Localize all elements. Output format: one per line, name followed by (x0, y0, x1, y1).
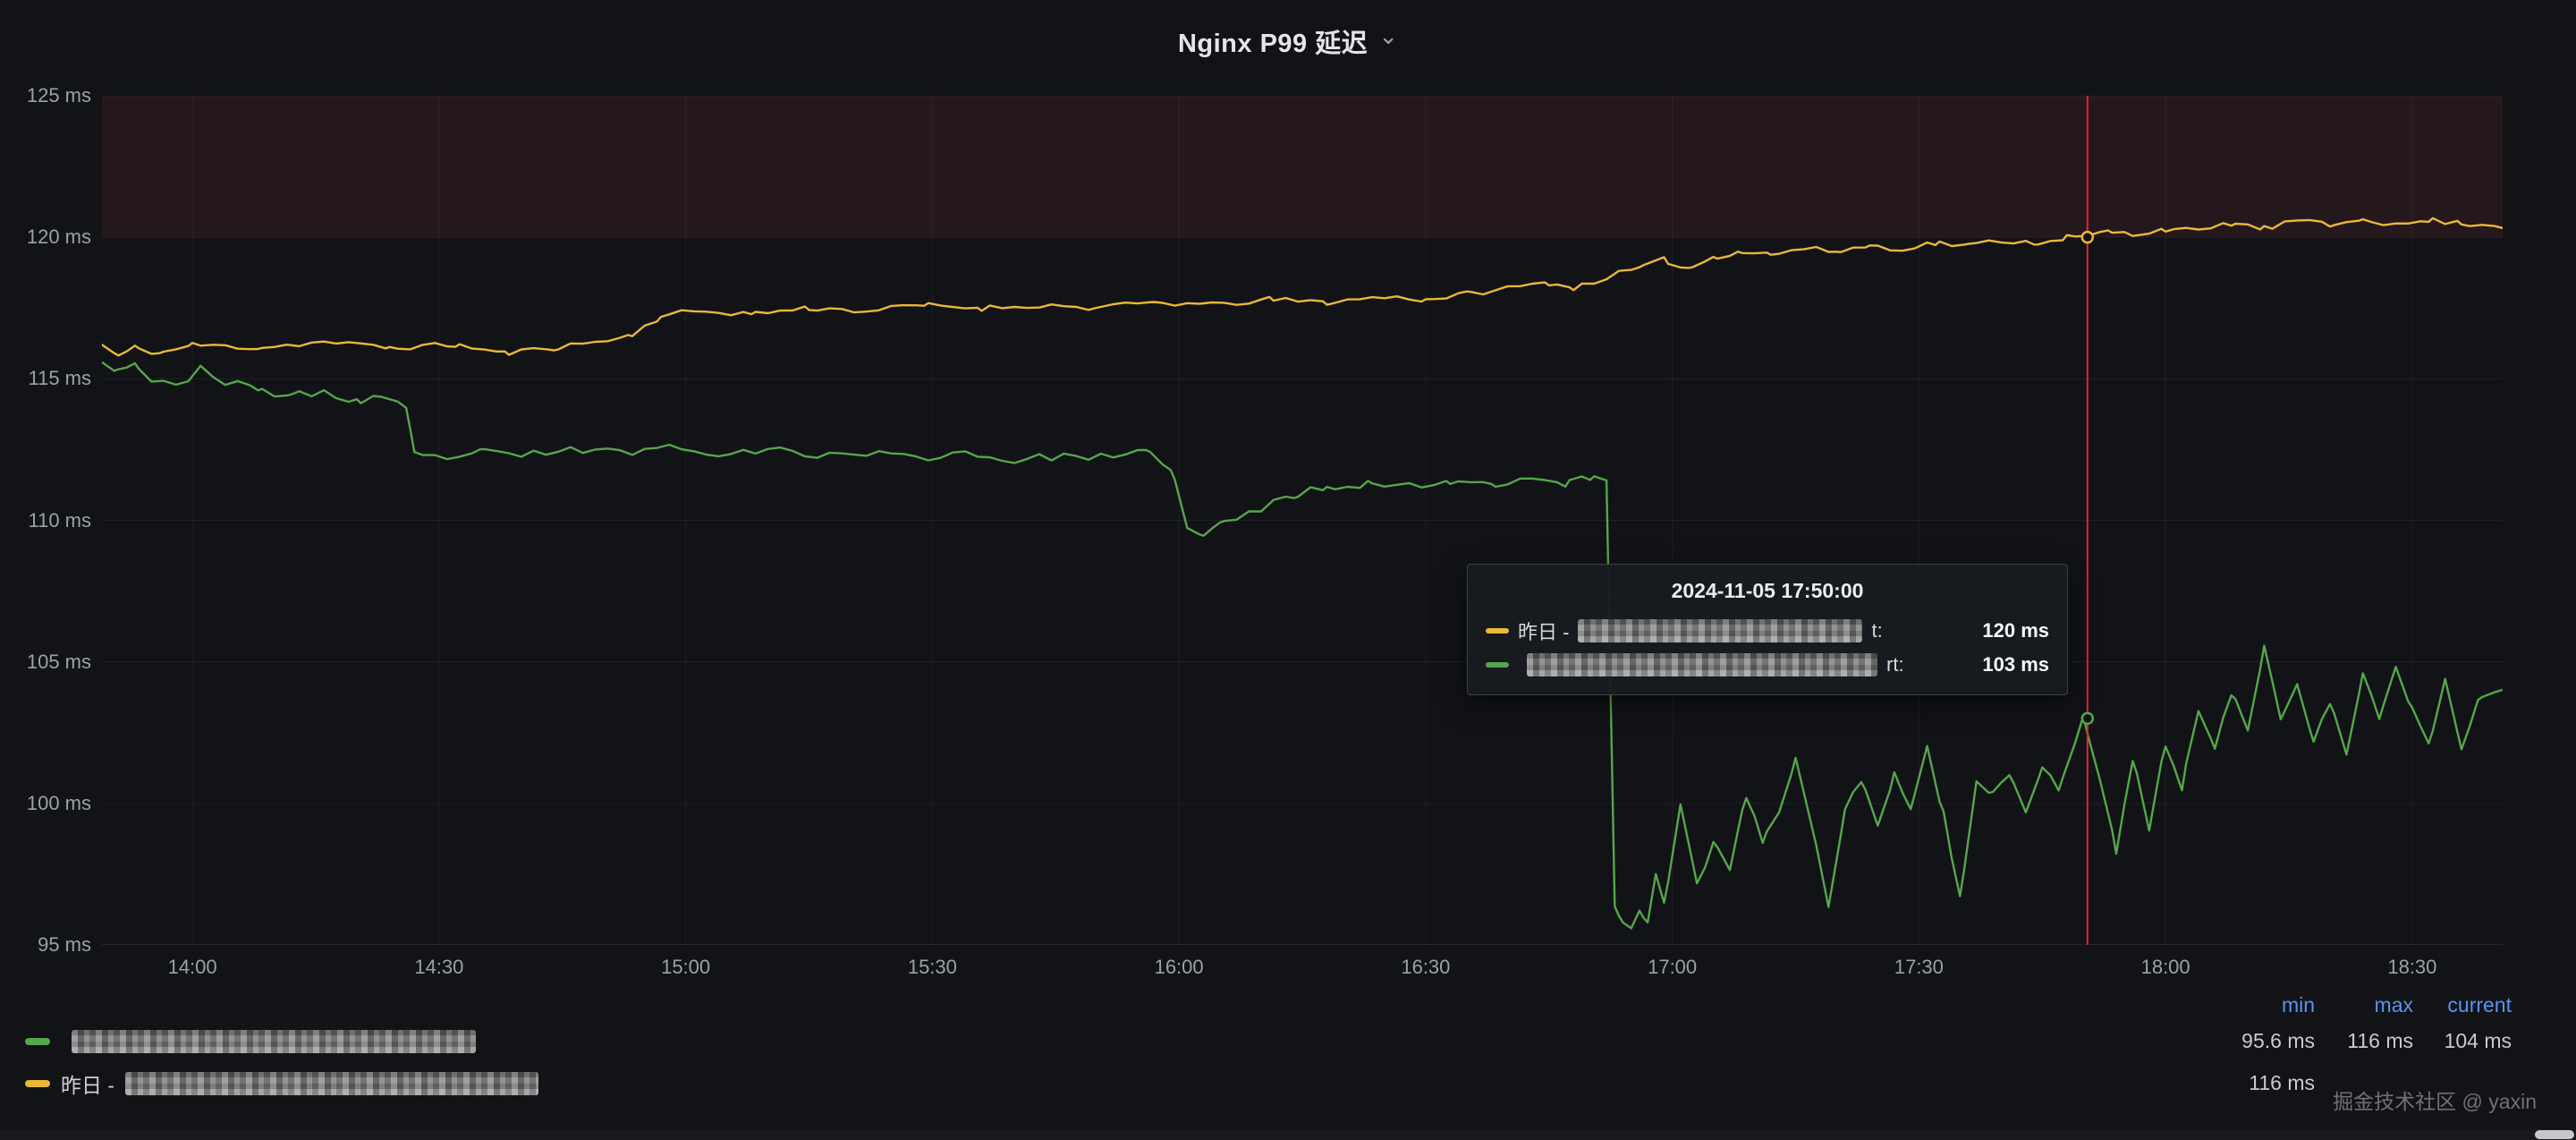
y-axis-label: 95 ms (38, 933, 91, 956)
legend-item[interactable]: 昨日 - (25, 1068, 2216, 1099)
panel-title-menu[interactable]: Nginx P99 延迟 ⌄ (0, 0, 2576, 82)
x-axis-label: 17:00 (1648, 956, 1698, 978)
series-line (102, 361, 2503, 930)
legend-row: 95.6 ms 116 ms 104 ms (25, 1020, 2512, 1062)
legend-min-value: 116 ms (2249, 1071, 2315, 1094)
redacted-series-name (72, 1029, 476, 1053)
tooltip-series-label-prefix: 昨日 - (1518, 621, 1570, 643)
redacted-series-name (1578, 619, 1863, 642)
x-axis-label: 16:00 (1154, 956, 1204, 978)
legend-header-row: min max current (25, 990, 2512, 1020)
y-axis-label: 100 ms (26, 791, 91, 814)
x-axis-label: 18:30 (2387, 956, 2437, 978)
x-axis-label: 18:00 (2140, 956, 2190, 978)
legend-header-current[interactable]: current (2447, 992, 2512, 1017)
legend: min max current 95.6 ms 116 ms 104 ms 昨日… (25, 990, 2512, 1104)
tooltip-series-label-suffix: rt: (1886, 653, 1904, 676)
x-axis-label: 14:00 (167, 956, 217, 978)
y-axis-label: 120 ms (26, 225, 91, 249)
legend-current-value: 104 ms (2444, 1029, 2512, 1052)
y-axis-label: 125 ms (26, 84, 91, 106)
y-axis-label: 105 ms (26, 650, 91, 673)
threshold-region (102, 96, 2503, 238)
crosshair-point (2080, 711, 2095, 726)
redacted-series-name (125, 1071, 539, 1095)
tooltip-row: rt: 103 ms (1486, 648, 2049, 682)
time-series-plot[interactable] (102, 96, 2503, 945)
legend-header-min[interactable]: min (2281, 992, 2315, 1017)
x-axis-label: 17:30 (1894, 956, 1944, 978)
y-axis-label: 110 ms (28, 508, 91, 532)
crosshair-point (2080, 230, 2095, 244)
panel-title: Nginx P99 延迟 (1177, 30, 1368, 58)
x-axis-label: 16:30 (1401, 956, 1451, 978)
legend-item[interactable] (25, 1029, 2216, 1053)
horizontal-scrollbar (0, 1129, 2576, 1140)
tooltip-series-label-suffix: t: (1871, 619, 1883, 642)
redacted-series-name (1527, 653, 1877, 676)
series-color-swatch (25, 1079, 50, 1087)
tooltip-timestamp: 2024-11-05 17:50:00 (1671, 579, 1864, 602)
legend-label-prefix: 昨日 - (61, 1073, 115, 1097)
legend-header-max[interactable]: max (2374, 992, 2413, 1017)
series-color-swatch (1486, 628, 1509, 634)
series-color-swatch (25, 1037, 50, 1045)
tooltip-value: 120 ms (1982, 619, 2049, 642)
legend-max-value: 116 ms (2347, 1029, 2413, 1052)
y-axis-label: 115 ms (28, 367, 91, 390)
tooltip-row: 昨日 - t: 120 ms (1486, 614, 2049, 648)
x-axis-label: 15:30 (907, 956, 957, 978)
chevron-down-icon: ⌄ (1378, 22, 1399, 49)
legend-row: 昨日 - 116 ms (25, 1062, 2512, 1104)
series-line (102, 217, 2503, 357)
series-color-swatch (1486, 662, 1509, 668)
tooltip: 2024-11-05 17:50:00 昨日 - t: 120 ms rt: 1… (1467, 564, 2068, 695)
legend-min-value: 95.6 ms (2241, 1029, 2315, 1052)
tooltip-value: 103 ms (1982, 653, 2049, 676)
scrollbar-thumb[interactable] (2535, 1130, 2574, 1139)
x-axis-label: 15:00 (661, 956, 711, 978)
watermark: 掘金技术社区 @ yaxin (2333, 1090, 2537, 1113)
x-axis-label: 14:30 (414, 956, 464, 978)
